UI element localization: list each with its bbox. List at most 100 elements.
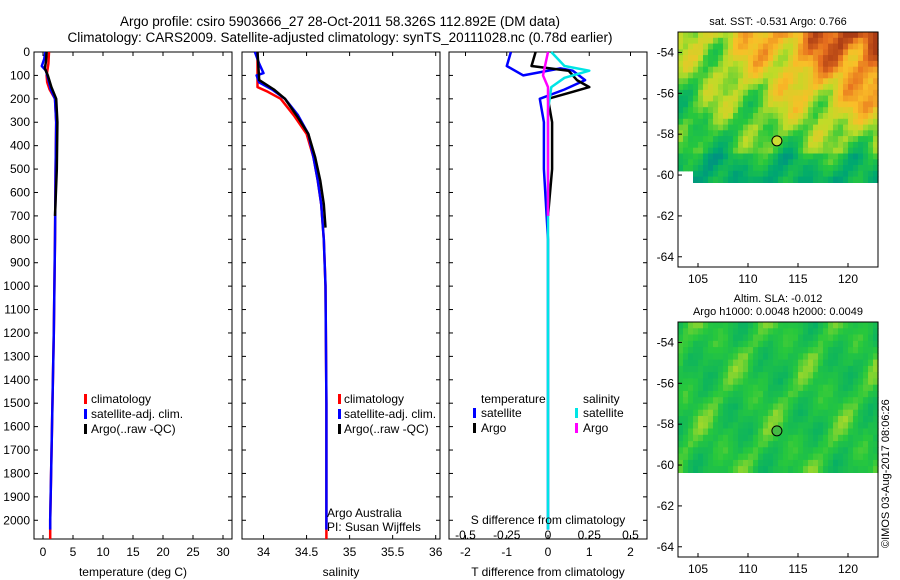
map-cell bbox=[723, 170, 729, 178]
map-cell bbox=[778, 434, 784, 442]
map-cell bbox=[838, 72, 844, 79]
map-cell bbox=[763, 37, 769, 45]
map-cell bbox=[848, 130, 854, 137]
map-cell bbox=[743, 84, 749, 91]
map-cell bbox=[763, 340, 769, 348]
x-tick-label: 1 bbox=[586, 545, 593, 559]
map-cell bbox=[743, 113, 749, 120]
map-cell bbox=[708, 95, 714, 102]
map-cell bbox=[748, 130, 754, 137]
map-cell bbox=[783, 347, 789, 354]
map-cell bbox=[743, 107, 749, 114]
map-cell bbox=[803, 390, 809, 398]
map-cell bbox=[683, 130, 689, 137]
map-cell bbox=[763, 78, 769, 85]
map-cell bbox=[778, 113, 784, 120]
map-cell bbox=[813, 78, 819, 85]
map-cell bbox=[798, 176, 804, 183]
map-cell bbox=[708, 141, 714, 149]
map-cell bbox=[868, 453, 874, 461]
map-cell bbox=[818, 130, 824, 137]
map-cell bbox=[778, 397, 784, 405]
map-cell bbox=[818, 340, 824, 348]
map-cell bbox=[713, 107, 719, 114]
map-cell bbox=[788, 428, 794, 436]
map-cell bbox=[703, 95, 709, 102]
map-cell bbox=[818, 447, 824, 455]
map-cell bbox=[833, 403, 839, 411]
map-cell bbox=[793, 89, 799, 97]
map-cell bbox=[793, 55, 799, 62]
map-cell bbox=[858, 347, 864, 354]
map-cell bbox=[803, 328, 809, 336]
map-cell bbox=[718, 165, 724, 172]
map-cell bbox=[788, 347, 794, 354]
map-cell bbox=[718, 441, 724, 448]
map-cell bbox=[708, 49, 714, 56]
map-cell bbox=[798, 95, 804, 102]
map-cell bbox=[808, 130, 814, 137]
map-cell bbox=[678, 441, 684, 448]
map-cell bbox=[693, 153, 699, 160]
map-cell bbox=[728, 441, 734, 448]
difference-panel: -2 -1 0 1 2 -0.5 -0.25 0 0.25 0.5 S difference f… bbox=[448, 51, 648, 579]
map-cell bbox=[753, 422, 759, 430]
map-cell bbox=[793, 84, 799, 91]
map-cell bbox=[743, 328, 749, 336]
map-cell bbox=[698, 447, 704, 455]
map-cell bbox=[768, 422, 774, 430]
map-cell bbox=[688, 397, 694, 405]
sst-heatmap bbox=[678, 32, 879, 183]
map-cell bbox=[748, 403, 754, 411]
sst-map-axes bbox=[677, 31, 879, 268]
map-cell bbox=[813, 95, 819, 102]
map-cell bbox=[733, 347, 739, 354]
map-cell bbox=[678, 141, 684, 149]
map-cell bbox=[723, 459, 729, 467]
map-cell bbox=[763, 118, 769, 126]
map-cell bbox=[873, 334, 879, 342]
map-cell bbox=[813, 334, 819, 342]
map-cell bbox=[733, 60, 739, 68]
map-cell bbox=[833, 43, 839, 50]
map-cell bbox=[783, 365, 789, 373]
map-cell bbox=[723, 118, 729, 126]
map-cell bbox=[723, 55, 729, 62]
map-cell bbox=[753, 403, 759, 411]
map-cell bbox=[853, 113, 859, 120]
map-cell bbox=[848, 136, 854, 143]
map-cell bbox=[808, 141, 814, 149]
map-cell bbox=[793, 359, 799, 367]
map-cell bbox=[708, 78, 714, 85]
map-cell bbox=[693, 141, 699, 149]
map-cell bbox=[838, 322, 844, 329]
map-cell bbox=[758, 434, 764, 442]
map-cell bbox=[763, 466, 769, 473]
map-cell bbox=[843, 84, 849, 91]
map-cell bbox=[833, 441, 839, 448]
map-cell bbox=[738, 176, 744, 183]
map-cell bbox=[813, 397, 819, 405]
map-cell bbox=[683, 378, 689, 386]
map-cell bbox=[833, 37, 839, 45]
map-cell bbox=[818, 37, 824, 45]
map-cell bbox=[783, 334, 789, 342]
map-cell bbox=[763, 422, 769, 430]
map-cell bbox=[748, 353, 754, 361]
map-cell bbox=[833, 95, 839, 102]
map-cell bbox=[753, 165, 759, 172]
map-cell bbox=[718, 328, 724, 336]
map-cell bbox=[813, 118, 819, 126]
map-cell bbox=[843, 384, 849, 392]
map-cell bbox=[793, 136, 799, 143]
map-cell bbox=[818, 141, 824, 149]
map-cell bbox=[823, 409, 829, 417]
map-cell bbox=[728, 66, 734, 74]
map-cell bbox=[718, 334, 724, 342]
map-cell bbox=[703, 378, 709, 386]
map-cell bbox=[708, 72, 714, 79]
map-cell bbox=[698, 453, 704, 461]
map-cell bbox=[873, 378, 879, 386]
map-cell bbox=[773, 32, 779, 39]
map-cell bbox=[833, 453, 839, 461]
